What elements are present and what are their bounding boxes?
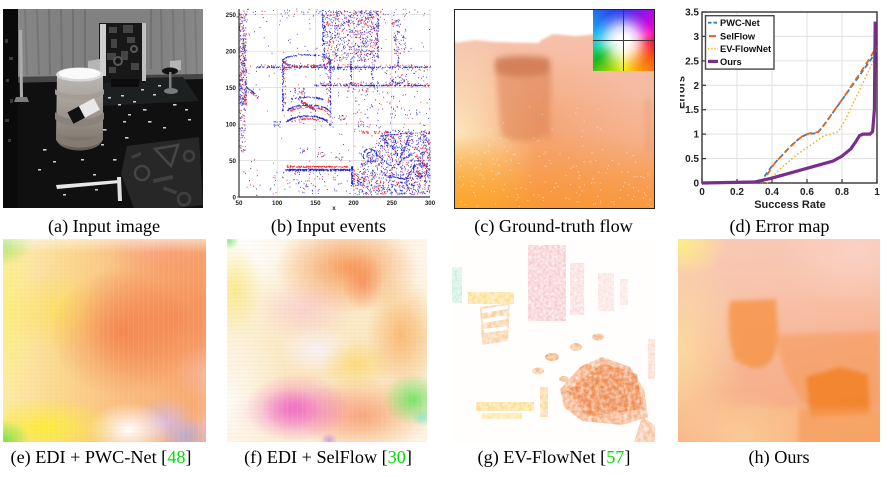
svg-text:250: 250 (387, 200, 398, 207)
svg-text:0.8: 0.8 (835, 187, 849, 198)
svg-text:Success Rate: Success Rate (754, 199, 826, 211)
svg-text:EV-FlowNet: EV-FlowNet (720, 44, 771, 54)
svg-text:3: 3 (693, 32, 699, 43)
svg-text:100: 100 (272, 200, 283, 207)
svg-text:0: 0 (699, 187, 705, 198)
svg-text:150: 150 (226, 85, 237, 92)
svg-text:50: 50 (229, 158, 236, 165)
svg-text:0: 0 (693, 179, 699, 190)
svg-text:0.6: 0.6 (800, 187, 814, 198)
svg-text:250: 250 (226, 12, 237, 19)
svg-text:300: 300 (425, 200, 436, 207)
svg-text:1: 1 (693, 130, 699, 141)
svg-text:150: 150 (310, 200, 321, 207)
svg-text:0.4: 0.4 (765, 187, 779, 198)
svg-text:SelFlow: SelFlow (720, 32, 756, 42)
svg-text:0.5: 0.5 (685, 154, 699, 165)
svg-text:Errors: Errors (680, 76, 688, 109)
svg-text:1: 1 (874, 187, 880, 198)
svg-text:50: 50 (236, 200, 243, 207)
svg-text:0: 0 (233, 195, 237, 202)
svg-text:3.5: 3.5 (685, 8, 699, 19)
svg-text:PWC-Net: PWC-Net (720, 18, 760, 28)
svg-text:0.2: 0.2 (730, 187, 744, 198)
svg-text:200: 200 (226, 49, 237, 56)
svg-text:2: 2 (693, 81, 699, 92)
svg-text:Ours: Ours (720, 57, 742, 67)
svg-text:100: 100 (226, 122, 237, 129)
svg-text:1.5: 1.5 (685, 105, 699, 116)
svg-text:2.5: 2.5 (685, 56, 699, 67)
svg-text:x: x (332, 205, 336, 212)
svg-text:200: 200 (348, 200, 359, 207)
